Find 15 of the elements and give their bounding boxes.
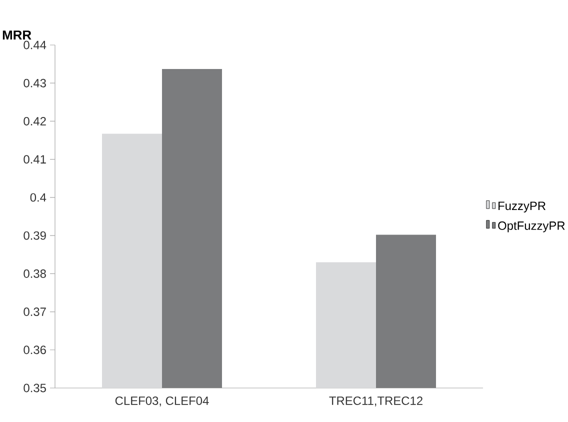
x-tick-label: TREC11,TREC12 bbox=[329, 396, 422, 406]
y-tick-label: 0.38 bbox=[24, 269, 46, 278]
legend-label: FuzzyPR bbox=[498, 202, 546, 212]
y-tick-label: 0.35 bbox=[24, 384, 46, 392]
x-tick-label: CLEF03, CLEF04 bbox=[115, 396, 209, 406]
y-tick-label: 0.36 bbox=[24, 346, 46, 354]
legend-label: OptFuzzyPR bbox=[498, 221, 565, 232]
y-tick-label: 0.37 bbox=[24, 308, 46, 316]
y-tick-label: 0.42 bbox=[24, 116, 46, 126]
y-axis-title: MRR bbox=[2, 30, 32, 40]
y-tick-label: 0.44 bbox=[24, 40, 46, 50]
y-tick-label: 0.39 bbox=[24, 231, 46, 240]
y-tick-label: 0.4 bbox=[30, 193, 46, 202]
y-tick-label: 0.41 bbox=[24, 155, 46, 164]
y-tick-label: 0.43 bbox=[24, 78, 46, 88]
